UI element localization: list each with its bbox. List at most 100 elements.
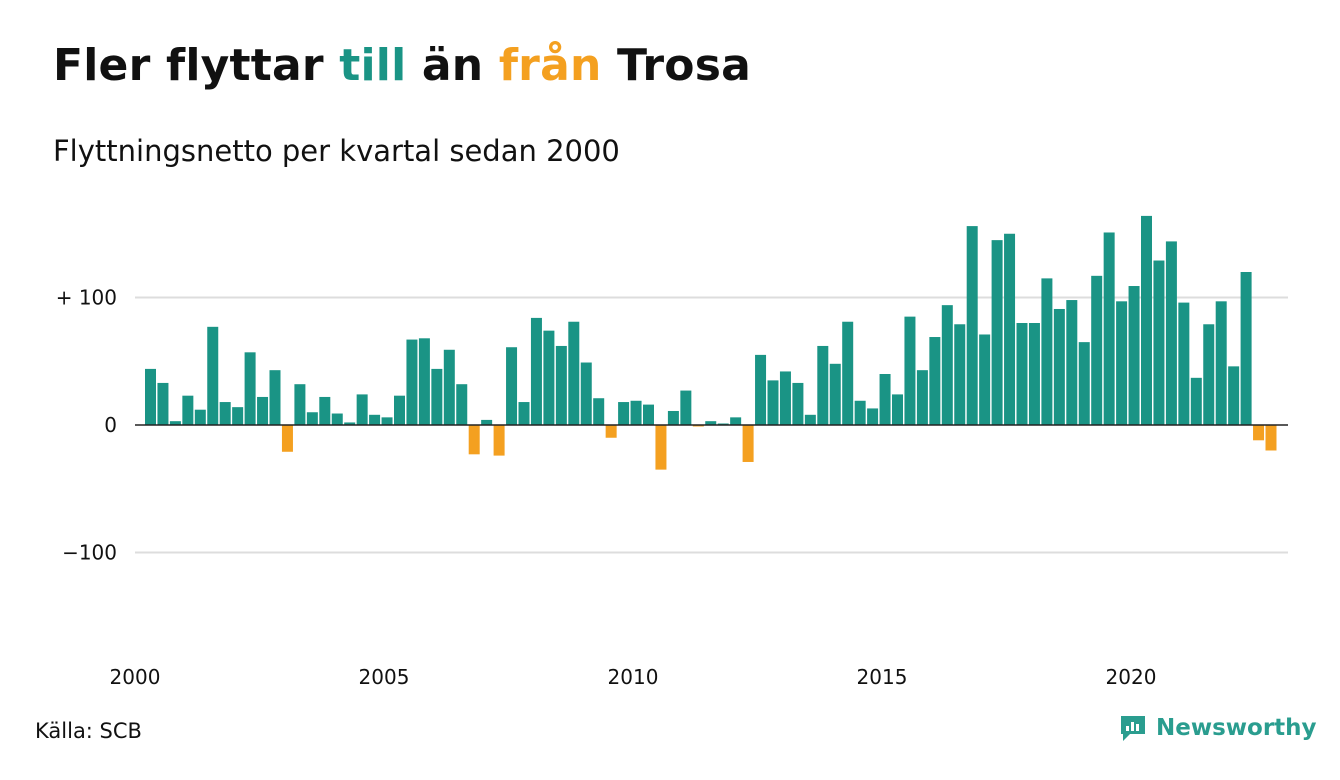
bars [145,215,1277,470]
bar-2009-q1 [593,398,605,425]
bar-2004-q3 [369,414,381,425]
brand-logo: Newsworthy [1118,713,1317,743]
bar-2015-q4 [929,337,941,425]
y-tick-label: −100 [62,541,117,565]
bar-2008-q3 [568,321,580,425]
bar-2004-q1 [344,422,356,425]
bar-2018-q2 [1053,308,1065,425]
chart-subtitle: Flyttningsnetto per kvartal sedan 2000 [53,134,620,168]
bar-2004-q2 [356,394,368,425]
title-till: till [339,40,407,91]
x-tick-label: 2005 [359,665,410,689]
bar-2022-q1 [1240,272,1252,425]
bar-chart: + 100 0 −100 2000 2005 2010 2015 2020 [56,215,1288,689]
bar-2022-q3 [1265,425,1277,451]
y-tick-label: 0 [104,413,117,437]
bar-2000-q4 [182,395,194,425]
x-tick-label: 2010 [608,665,659,689]
bar-2002-q4 [281,425,293,452]
x-tick-label: 2015 [857,665,908,689]
bar-2003-q2 [306,412,318,425]
bar-2008-q1 [543,330,555,425]
bar-2000-q2 [157,382,169,425]
bar-2001-q1 [194,409,206,425]
bar-2000-q1 [145,368,156,425]
bar-2017-q4 [1028,323,1040,425]
title-post: Trosa [601,40,752,91]
bar-2016-q4 [979,334,991,425]
chart-title: Fler flyttar till än från Trosa [53,40,751,91]
bar-2019-q4 [1128,286,1140,425]
bar-2010-q1 [643,404,654,425]
bar-2006-q2 [456,384,468,425]
title-mid: än [406,40,499,91]
bar-2013-q1 [792,382,804,425]
bar-2005-q2 [406,339,418,425]
bar-2018-q4 [1078,342,1090,426]
bar-2003-q3 [319,396,331,425]
title-pre: Fler flyttar [53,40,340,91]
bar-2020-q4 [1178,302,1190,425]
bar-2013-q3 [817,345,829,425]
bar-2007-q4 [530,317,542,425]
bar-2017-q1 [991,240,1003,426]
bar-2019-q3 [1116,301,1128,425]
bar-2021-q1 [1190,377,1202,425]
bar-2016-q2 [954,324,966,425]
y-tick-label: + 100 [56,286,117,310]
bar-2002-q3 [269,370,281,425]
bar-2018-q1 [1041,278,1053,426]
bar-2019-q2 [1103,232,1115,425]
bar-2009-q2 [605,425,617,438]
bar-2022-q2 [1253,425,1265,441]
bar-2013-q2 [804,414,816,425]
bar-2014-q4 [879,374,891,425]
y-axis-labels: + 100 0 −100 [56,286,117,565]
bar-2011-q4 [730,417,742,425]
bar-2008-q2 [555,345,567,425]
bar-2017-q2 [1004,233,1016,425]
bar-2001-q2 [207,326,219,425]
bar-2007-q1 [493,425,505,456]
bar-2006-q1 [443,349,455,425]
bar-2005-q1 [394,395,405,425]
bar-2010-q2 [655,425,667,470]
bar-2003-q4 [331,413,343,425]
bar-2016-q3 [966,226,978,425]
bar-2005-q3 [418,338,430,425]
bar-2001-q4 [232,407,244,425]
bar-2001-q3 [219,402,231,425]
bar-2004-q4 [381,417,393,425]
bar-2015-q2 [904,316,916,425]
bar-2019-q1 [1091,275,1103,425]
bar-2012-q3 [767,380,779,426]
bar-2008-q4 [580,362,592,425]
bar-2012-q1 [742,425,754,462]
bar-2021-q2 [1203,324,1215,425]
bar-2011-q2 [705,421,717,425]
bar-2005-q4 [431,368,443,425]
x-tick-label: 2020 [1106,665,1157,689]
bar-2021-q3 [1215,301,1227,425]
brand-name: Newsworthy [1156,715,1317,741]
bar-2000-q3 [169,421,181,425]
bar-2002-q1 [244,352,256,425]
bar-2016-q1 [941,305,953,425]
bar-2020-q3 [1165,241,1177,425]
bar-2020-q2 [1153,260,1165,425]
bar-2010-q3 [667,410,679,425]
bar-2012-q2 [755,354,767,426]
bar-2006-q4 [481,419,493,425]
bar-2014-q3 [867,408,879,425]
bar-2009-q3 [618,402,630,425]
bar-2017-q3 [1016,323,1028,425]
bar-2014-q2 [854,400,866,425]
bar-2012-q4 [779,371,791,425]
bar-2003-q1 [294,384,306,425]
bar-2021-q4 [1228,366,1240,425]
bar-2007-q3 [518,402,530,425]
bar-2009-q4 [630,400,642,425]
newsworthy-logo-icon [1121,716,1145,741]
bar-2015-q1 [892,394,903,425]
bar-2013-q4 [829,363,841,425]
